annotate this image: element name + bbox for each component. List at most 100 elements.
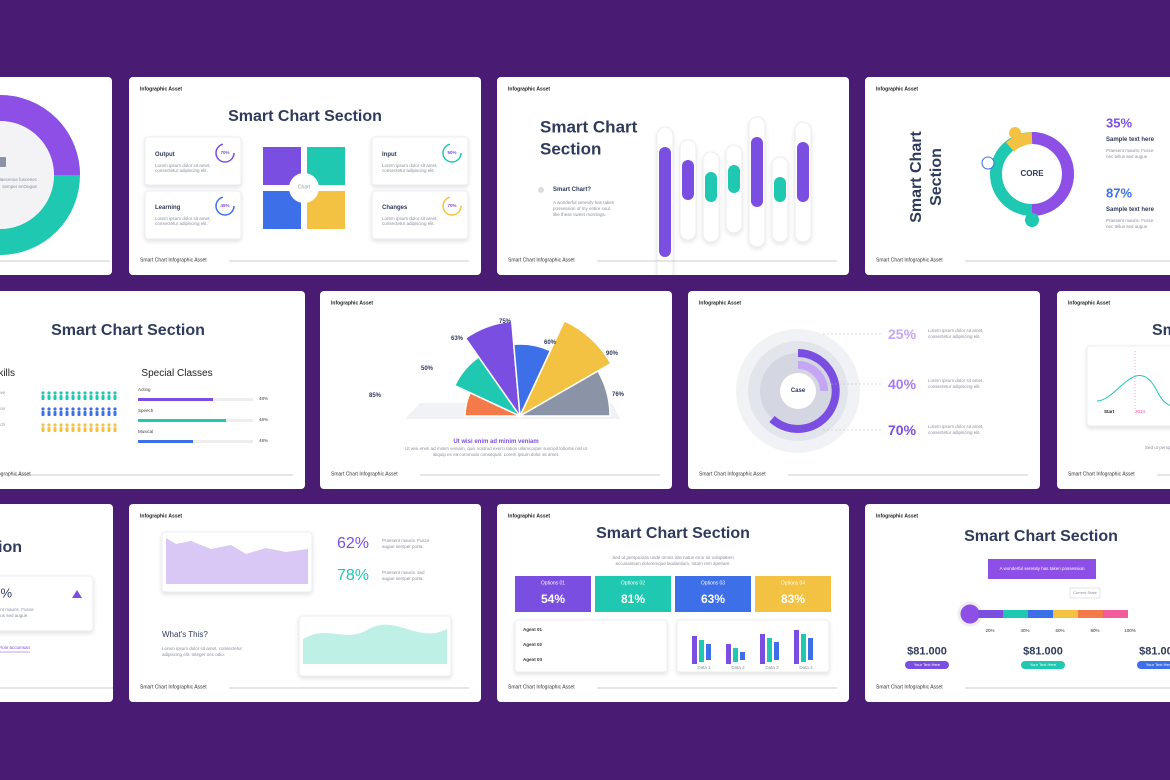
circle	[95, 407, 99, 411]
option-box	[595, 576, 671, 612]
footer: Smart Chart Infographic Asset	[0, 471, 31, 478]
slide: Infographic Asset Smart Chart Infographic…	[129, 77, 481, 275]
rect	[53, 427, 57, 432]
rect	[988, 559, 1096, 579]
rect	[71, 395, 75, 400]
circle	[1025, 213, 1039, 227]
label: Musical	[138, 428, 154, 434]
rect	[65, 395, 69, 400]
circle	[53, 407, 57, 411]
text: consectetur adipiscing elit.	[155, 220, 208, 226]
button	[905, 661, 949, 669]
text: Lorem ipsum dolor sit amet,	[155, 215, 211, 221]
label: Options 01	[540, 580, 566, 587]
title: Section	[0, 539, 22, 556]
caption: Ut wisi enim ad minim veniam	[453, 439, 539, 445]
slide: Infographic Asset Smart Chart Infographic…	[688, 291, 1040, 489]
value: 81%	[620, 592, 646, 606]
center: Case	[790, 388, 806, 394]
value: $81.000	[1139, 645, 1170, 658]
title: Smart Chart Section	[1152, 322, 1170, 339]
rect	[53, 411, 57, 416]
slide: Infographic Asset Smart Chart Infographic…	[129, 504, 481, 702]
pill-fill	[682, 160, 694, 200]
value: $81.000	[907, 645, 947, 658]
circle	[89, 391, 93, 395]
circle	[101, 423, 105, 427]
circle	[289, 173, 319, 203]
header: Infographic Asset	[140, 86, 183, 93]
rect	[1078, 610, 1103, 618]
path	[72, 590, 82, 598]
text: Lorem ipsum dolor sit amet,	[928, 327, 984, 333]
circle	[41, 407, 45, 411]
text: accusantium doloremque laudantium, totam…	[615, 560, 731, 566]
text: Praesent mauris. Fusce	[1106, 217, 1154, 223]
card	[144, 136, 242, 186]
option-box	[515, 576, 591, 612]
circle	[83, 407, 87, 411]
rect	[41, 395, 45, 400]
slide: Infographic Asset Smart Chart Infographic…	[1057, 291, 1170, 489]
circle	[77, 407, 81, 411]
rect	[101, 395, 105, 400]
card	[1086, 345, 1170, 427]
circle	[113, 423, 117, 427]
question: Smart Chart?	[553, 187, 592, 193]
value: 25%	[888, 326, 917, 342]
button: Your Text Here	[913, 662, 941, 667]
rows: Speech	[0, 421, 5, 427]
footer: Smart Chart Infographic Asset	[699, 471, 766, 478]
circle	[101, 407, 105, 411]
rect	[65, 411, 69, 416]
label: Options 02	[620, 580, 646, 587]
value: 63%	[700, 592, 726, 606]
header: Infographic Asset	[140, 513, 183, 520]
rect	[808, 638, 813, 660]
rect	[47, 427, 51, 432]
rect	[59, 411, 63, 416]
value: 78%	[337, 567, 370, 584]
rect	[95, 427, 99, 432]
title: Smart Chart Section	[596, 525, 750, 542]
pill-fill	[705, 172, 717, 202]
text: Lorem ipsum dolor sit amet,	[928, 377, 984, 383]
text: consectetur adipiscing elit.	[928, 383, 981, 389]
rect	[77, 411, 81, 416]
circle	[53, 391, 57, 395]
rect	[59, 427, 63, 432]
slide: Maecenas fuscenec semper enOugue	[0, 77, 112, 275]
label: Options 03	[700, 580, 726, 587]
rect	[47, 411, 51, 416]
scale: 20%	[985, 627, 995, 633]
value: 70%	[888, 422, 917, 438]
slide: Smart Chart Section Skills Special Classes…	[0, 291, 305, 489]
center: Chart	[297, 184, 311, 191]
data-labels: Data 2	[731, 664, 745, 670]
state: Current State	[1073, 590, 1097, 595]
circle	[538, 187, 544, 193]
pill-fill	[774, 177, 786, 202]
link: Proin accumsan	[0, 644, 30, 650]
path	[769, 349, 840, 433]
caption: semper enOugue	[2, 183, 37, 189]
caption: Maecenas fuscenec	[0, 176, 37, 182]
scale: 80%	[1090, 627, 1100, 633]
text: Sed ut perspiciatis unde omnis iste natu…	[612, 554, 734, 560]
circle	[65, 423, 69, 427]
rect	[101, 411, 105, 416]
option-box	[755, 576, 831, 612]
path	[1006, 132, 1033, 152]
value: 48%	[259, 416, 269, 422]
rect	[1053, 610, 1078, 618]
circle	[113, 391, 117, 395]
circle	[957, 601, 983, 627]
labels: 90%	[605, 351, 619, 357]
footer: Smart Chart Infographic Asset	[331, 471, 398, 478]
value: 35%	[1106, 115, 1133, 131]
text: A wonderful serenity has taken	[553, 199, 615, 205]
ring	[442, 143, 462, 163]
circle	[77, 391, 81, 395]
title: Section	[928, 148, 945, 206]
card	[371, 136, 469, 186]
